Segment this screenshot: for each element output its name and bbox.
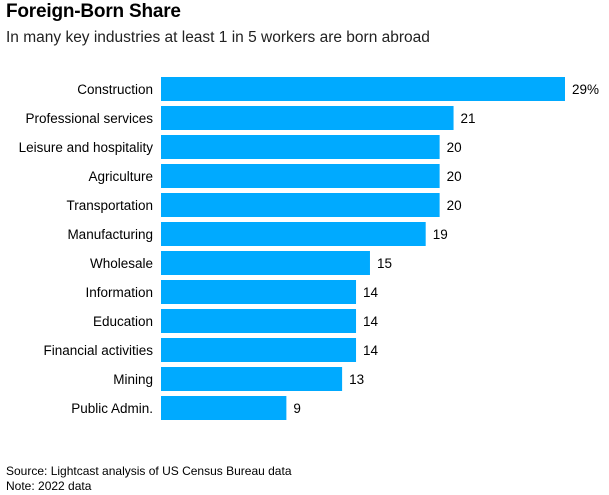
- chart-title: Foreign-Born Share: [6, 1, 181, 22]
- value-label-construction: 29%: [572, 82, 599, 97]
- value-label-manufacturing: 19: [433, 227, 448, 242]
- bar-construction: [161, 77, 565, 101]
- category-label-professional-services: Professional services: [25, 111, 153, 126]
- bar-manufacturing: [161, 222, 426, 246]
- category-label-mining: Mining: [113, 372, 153, 387]
- bar-chart: Construction 29% Professional services 21 Le…: [19, 77, 599, 420]
- value-label-professional-services: 21: [461, 111, 476, 126]
- value-label-financial-activities: 14: [363, 343, 379, 358]
- category-label-public-admin: Public Admin.: [71, 401, 153, 416]
- category-label-education: Education: [93, 314, 153, 329]
- bar-information: [161, 280, 357, 304]
- category-label-agriculture: Agriculture: [88, 169, 153, 184]
- bar-mining: [161, 367, 343, 391]
- value-label-transportation: 20: [447, 198, 462, 213]
- bar-leisure-and-hospitality: [161, 135, 440, 159]
- value-label-agriculture: 20: [447, 169, 462, 184]
- bar-transportation: [161, 193, 440, 217]
- chart-subtitle: In many key industries at least 1 in 5 w…: [6, 29, 430, 46]
- category-label-construction: Construction: [77, 82, 153, 97]
- data-note: Note: 2022 data: [6, 479, 92, 493]
- value-label-public-admin: 9: [293, 401, 301, 416]
- category-label-information: Information: [85, 285, 153, 300]
- bar-education: [161, 309, 357, 333]
- value-label-information: 14: [363, 285, 379, 300]
- value-label-education: 14: [363, 314, 379, 329]
- bar-wholesale: [161, 251, 370, 275]
- category-label-transportation: Transportation: [66, 198, 153, 213]
- bar-agriculture: [161, 164, 440, 188]
- category-label-financial-activities: Financial activities: [43, 343, 153, 358]
- category-label-manufacturing: Manufacturing: [67, 227, 153, 242]
- bar-professional-services: [161, 106, 454, 130]
- value-label-wholesale: 15: [377, 256, 392, 271]
- bar-public-admin: [161, 396, 287, 420]
- category-label-wholesale: Wholesale: [90, 256, 153, 271]
- value-label-leisure-and-hospitality: 20: [447, 140, 462, 155]
- value-label-mining: 13: [349, 372, 364, 387]
- source-note: Source: Lightcast analysis of US Census …: [6, 464, 292, 478]
- bar-financial-activities: [161, 338, 357, 362]
- category-label-leisure-and-hospitality: Leisure and hospitality: [19, 140, 154, 155]
